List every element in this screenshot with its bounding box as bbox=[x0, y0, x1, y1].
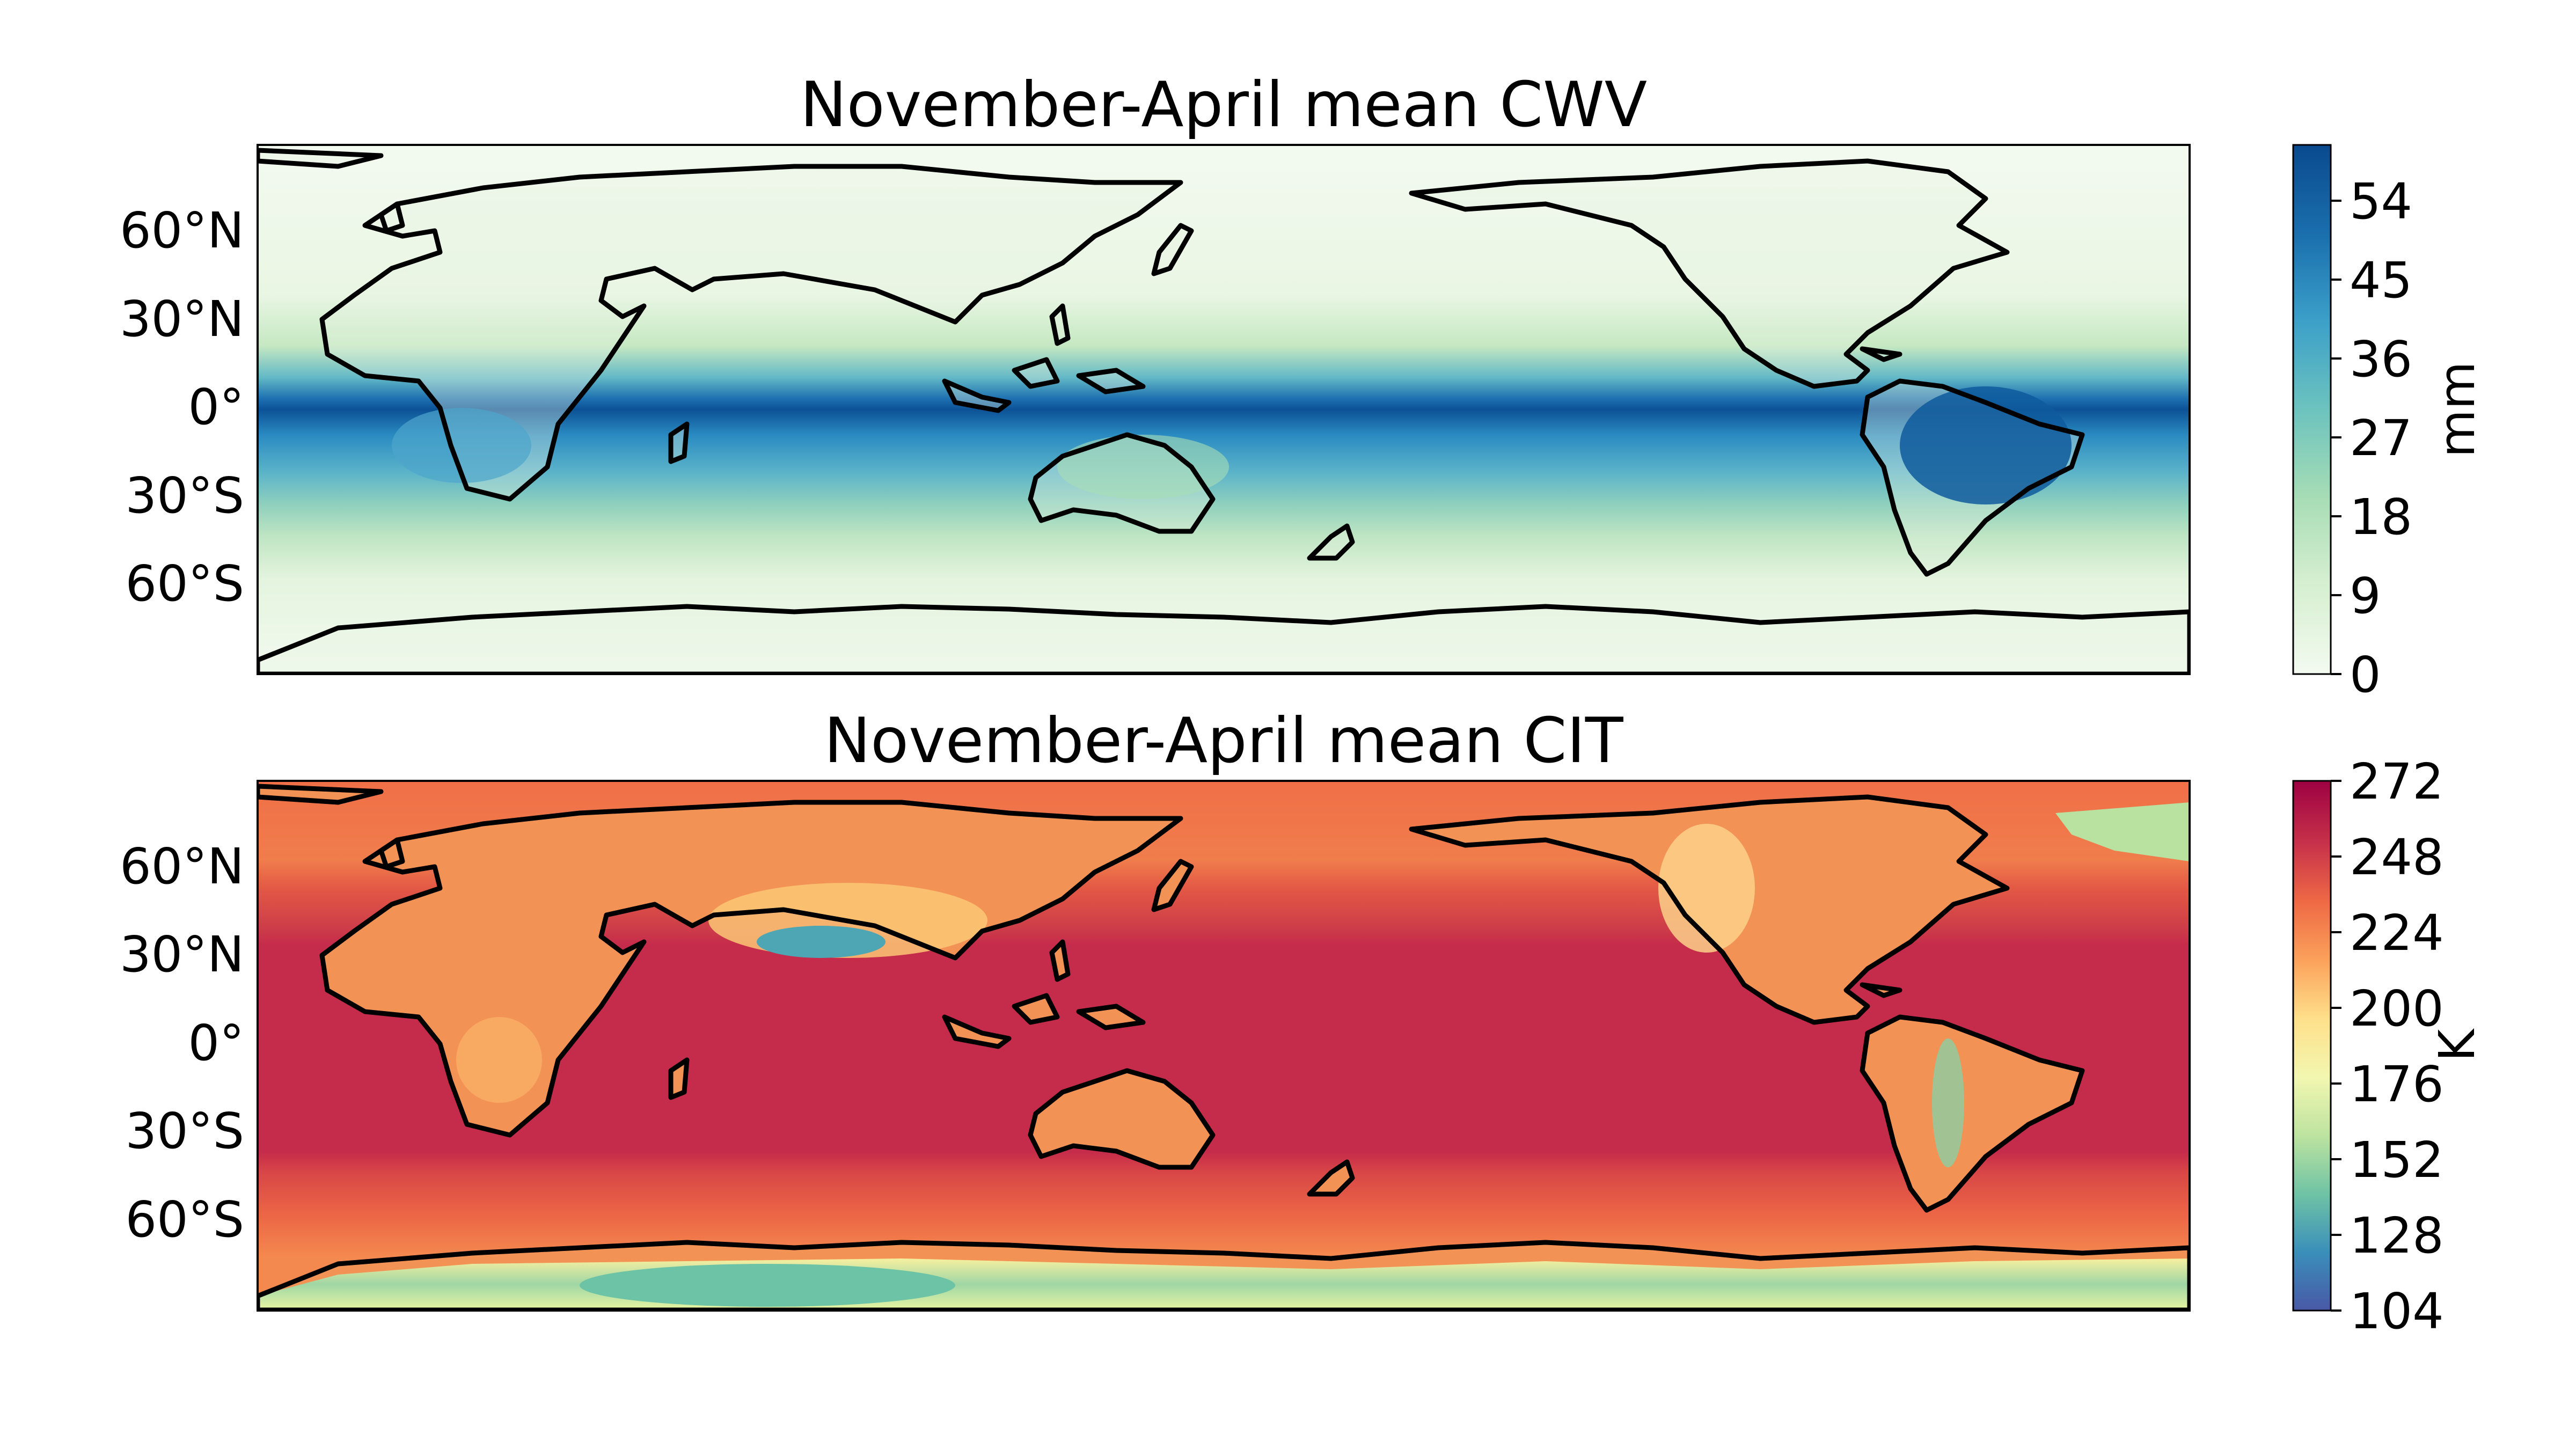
cwv-panel: November-April mean CWV 60°N 30°N 0° 30°… bbox=[120, 69, 2486, 704]
cwv-cb-tick-0: 0 bbox=[2350, 646, 2381, 704]
cwv-colorbar: 0 9 18 27 36 45 54 mm bbox=[2292, 144, 2486, 704]
cwv-lat-tick-30s: 30°S bbox=[126, 467, 244, 524]
cwv-colorbar-unit: mm bbox=[2428, 361, 2486, 457]
cit-map bbox=[258, 781, 2190, 1311]
cit-panel-title: November-April mean CIT bbox=[824, 705, 1623, 777]
cwv-lat-axis: 60°N 30°N 0° 30°S 60°S bbox=[120, 202, 244, 612]
cwv-lat-tick-60n: 60°N bbox=[120, 202, 244, 259]
cwv-cb-tick-9: 9 bbox=[2350, 567, 2381, 625]
cit-lat-tick-60n: 60°N bbox=[120, 838, 244, 895]
cwv-panel-title: November-April mean CWV bbox=[800, 69, 1647, 141]
cit-map-frame bbox=[257, 780, 2191, 1312]
cit-lat-tick-30s: 30°S bbox=[126, 1102, 244, 1160]
cit-colorbar-ramp bbox=[2292, 780, 2332, 1312]
cwv-cb-tick-27: 27 bbox=[2350, 409, 2412, 467]
cwv-map bbox=[258, 145, 2190, 674]
cwv-lat-tick-60s: 60°S bbox=[126, 555, 244, 612]
cit-lat-tick-eq: 0° bbox=[188, 1014, 244, 1072]
cit-lat-axis: 60°N 30°N 0° 30°S 60°S bbox=[120, 838, 244, 1248]
cwv-lat-tick-30n: 30°N bbox=[120, 290, 244, 348]
cit-cb-tick-152: 152 bbox=[2350, 1131, 2444, 1189]
cit-cb-tick-200: 200 bbox=[2350, 980, 2444, 1037]
cit-panel: November-April mean CIT 60°N bbox=[120, 705, 2486, 1340]
cit-lat-tick-30n: 30°N bbox=[120, 926, 244, 983]
cwv-cb-tick-18: 18 bbox=[2350, 488, 2412, 546]
cit-colorbar-unit: K bbox=[2428, 1028, 2486, 1062]
cwv-lat-tick-eq: 0° bbox=[188, 378, 244, 436]
cit-cb-tick-128: 128 bbox=[2350, 1207, 2444, 1264]
cwv-cb-tick-54: 54 bbox=[2350, 173, 2412, 230]
cit-cb-tick-224: 224 bbox=[2350, 904, 2444, 962]
cit-cb-tick-176: 176 bbox=[2350, 1056, 2444, 1113]
cwv-cb-tick-36: 36 bbox=[2350, 331, 2412, 388]
cit-lat-tick-60s: 60°S bbox=[126, 1191, 244, 1248]
cit-cb-tick-248: 248 bbox=[2350, 829, 2444, 886]
cit-cb-tick-272: 272 bbox=[2350, 753, 2444, 810]
cit-cb-tick-104: 104 bbox=[2350, 1283, 2444, 1340]
cit-colorbar: 104 128 152 176 200 224 248 272 K bbox=[2292, 753, 2486, 1340]
cwv-colorbar-ramp bbox=[2292, 144, 2332, 675]
cwv-map-frame bbox=[257, 144, 2191, 675]
cwv-cb-tick-45: 45 bbox=[2350, 252, 2412, 309]
